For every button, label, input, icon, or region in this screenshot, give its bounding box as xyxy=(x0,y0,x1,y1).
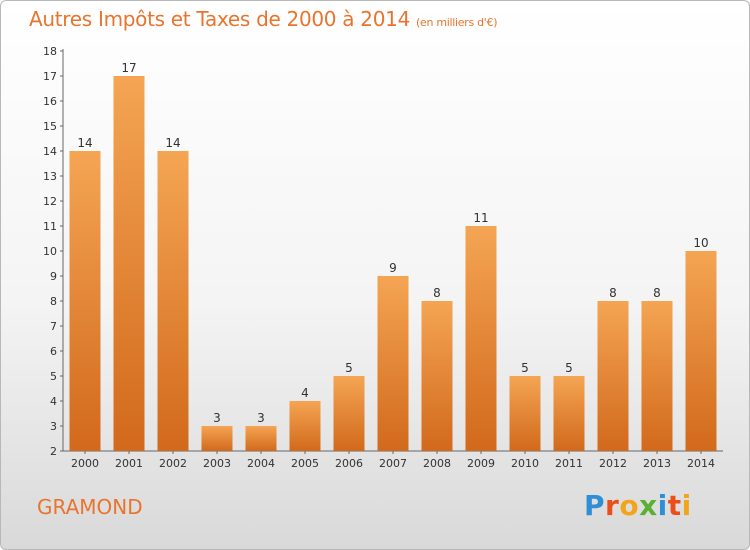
x-tick-label: 2002 xyxy=(159,457,187,470)
bar-2000 xyxy=(69,151,101,451)
bar-2004 xyxy=(245,426,277,451)
logo-letter: i xyxy=(681,489,692,522)
y-tick-label: 2 xyxy=(50,445,57,458)
x-tick-label: 2012 xyxy=(599,457,627,470)
chart-subtitle: (en milliers d'€) xyxy=(416,16,498,29)
bar-value-label: 10 xyxy=(693,236,708,250)
bar-value-label: 8 xyxy=(433,286,441,300)
bar-value-label: 5 xyxy=(345,361,353,375)
bar-value-label: 17 xyxy=(121,61,136,75)
y-tick-label: 7 xyxy=(50,320,57,333)
bar-value-label: 4 xyxy=(301,386,309,400)
logo-letter: i xyxy=(657,489,668,522)
bar-2006 xyxy=(333,376,365,451)
y-tick-label: 18 xyxy=(43,45,57,58)
y-tick-label: 3 xyxy=(50,420,57,433)
bar-2003 xyxy=(201,426,233,451)
bars: 14 17 14 3 3 4 5 9 8 11 5 5 8 8 10 xyxy=(69,61,717,451)
y-tick-label: 12 xyxy=(43,195,57,208)
proxiti-logo[interactable]: Proxiti xyxy=(584,489,692,522)
logo-letter: r xyxy=(605,489,620,522)
y-tick-label: 17 xyxy=(43,70,57,83)
y-tick-label: 4 xyxy=(50,395,57,408)
bar-value-label: 9 xyxy=(389,261,397,275)
y-tick-label: 6 xyxy=(50,345,57,358)
y-tick-label: 9 xyxy=(50,270,57,283)
bar-value-label: 5 xyxy=(565,361,573,375)
bar-value-label: 14 xyxy=(77,136,92,150)
axes: 2 3 4 5 6 7 8 9 10 11 12 13 14 15 16 17 18 2000 2001 2002 20… xyxy=(43,45,723,470)
x-tick-label: 2011 xyxy=(555,457,583,470)
x-tick-label: 2005 xyxy=(291,457,319,470)
logo-letter: P xyxy=(584,489,606,522)
x-tick-label: 2008 xyxy=(423,457,451,470)
x-tick-label: 2004 xyxy=(247,457,275,470)
logo-letter: t xyxy=(667,489,682,522)
bar-2010 xyxy=(509,376,541,451)
bar-value-label: 3 xyxy=(213,411,221,425)
x-tick-label: 2014 xyxy=(687,457,715,470)
x-tick-label: 2007 xyxy=(379,457,407,470)
bar-2005 xyxy=(289,401,321,451)
y-tick-label: 13 xyxy=(43,170,57,183)
bar-2008 xyxy=(421,301,453,451)
bar-value-label: 5 xyxy=(521,361,529,375)
y-tick-label: 10 xyxy=(43,245,57,258)
bar-2013 xyxy=(641,301,673,451)
logo-letter: o xyxy=(619,489,640,522)
bar-value-label: 14 xyxy=(165,136,180,150)
y-tick-label: 15 xyxy=(43,120,57,133)
place-name: GRAMOND xyxy=(37,495,143,519)
bar-value-label: 8 xyxy=(609,286,617,300)
bar-2011 xyxy=(553,376,585,451)
x-tick-label: 2010 xyxy=(511,457,539,470)
chart-title-text: Autres Impôts et Taxes de 2000 à 2014 xyxy=(29,7,410,31)
bar-2007 xyxy=(377,276,409,451)
bar-2012 xyxy=(597,301,629,451)
bar-value-label: 11 xyxy=(473,211,488,225)
y-tick-label: 8 xyxy=(50,295,57,308)
x-tick-label: 2003 xyxy=(203,457,231,470)
bar-2014 xyxy=(685,251,717,451)
x-tick-label: 2013 xyxy=(643,457,671,470)
x-tick-label: 2009 xyxy=(467,457,495,470)
bar-value-label: 3 xyxy=(257,411,265,425)
y-tick-label: 11 xyxy=(43,220,57,233)
x-tick-label: 2006 xyxy=(335,457,363,470)
y-tick-label: 16 xyxy=(43,95,57,108)
bar-2009 xyxy=(465,226,497,451)
y-tick-label: 5 xyxy=(50,370,57,383)
bar-2001 xyxy=(113,76,145,451)
x-tick-label: 2001 xyxy=(115,457,143,470)
chart-title: Autres Impôts et Taxes de 2000 à 2014 (en… xyxy=(29,7,497,31)
bar-value-label: 8 xyxy=(653,286,661,300)
logo-letter: x xyxy=(639,489,658,522)
bar-2002 xyxy=(157,151,189,451)
y-tick-label: 14 xyxy=(43,145,57,158)
x-tick-label: 2000 xyxy=(71,457,99,470)
